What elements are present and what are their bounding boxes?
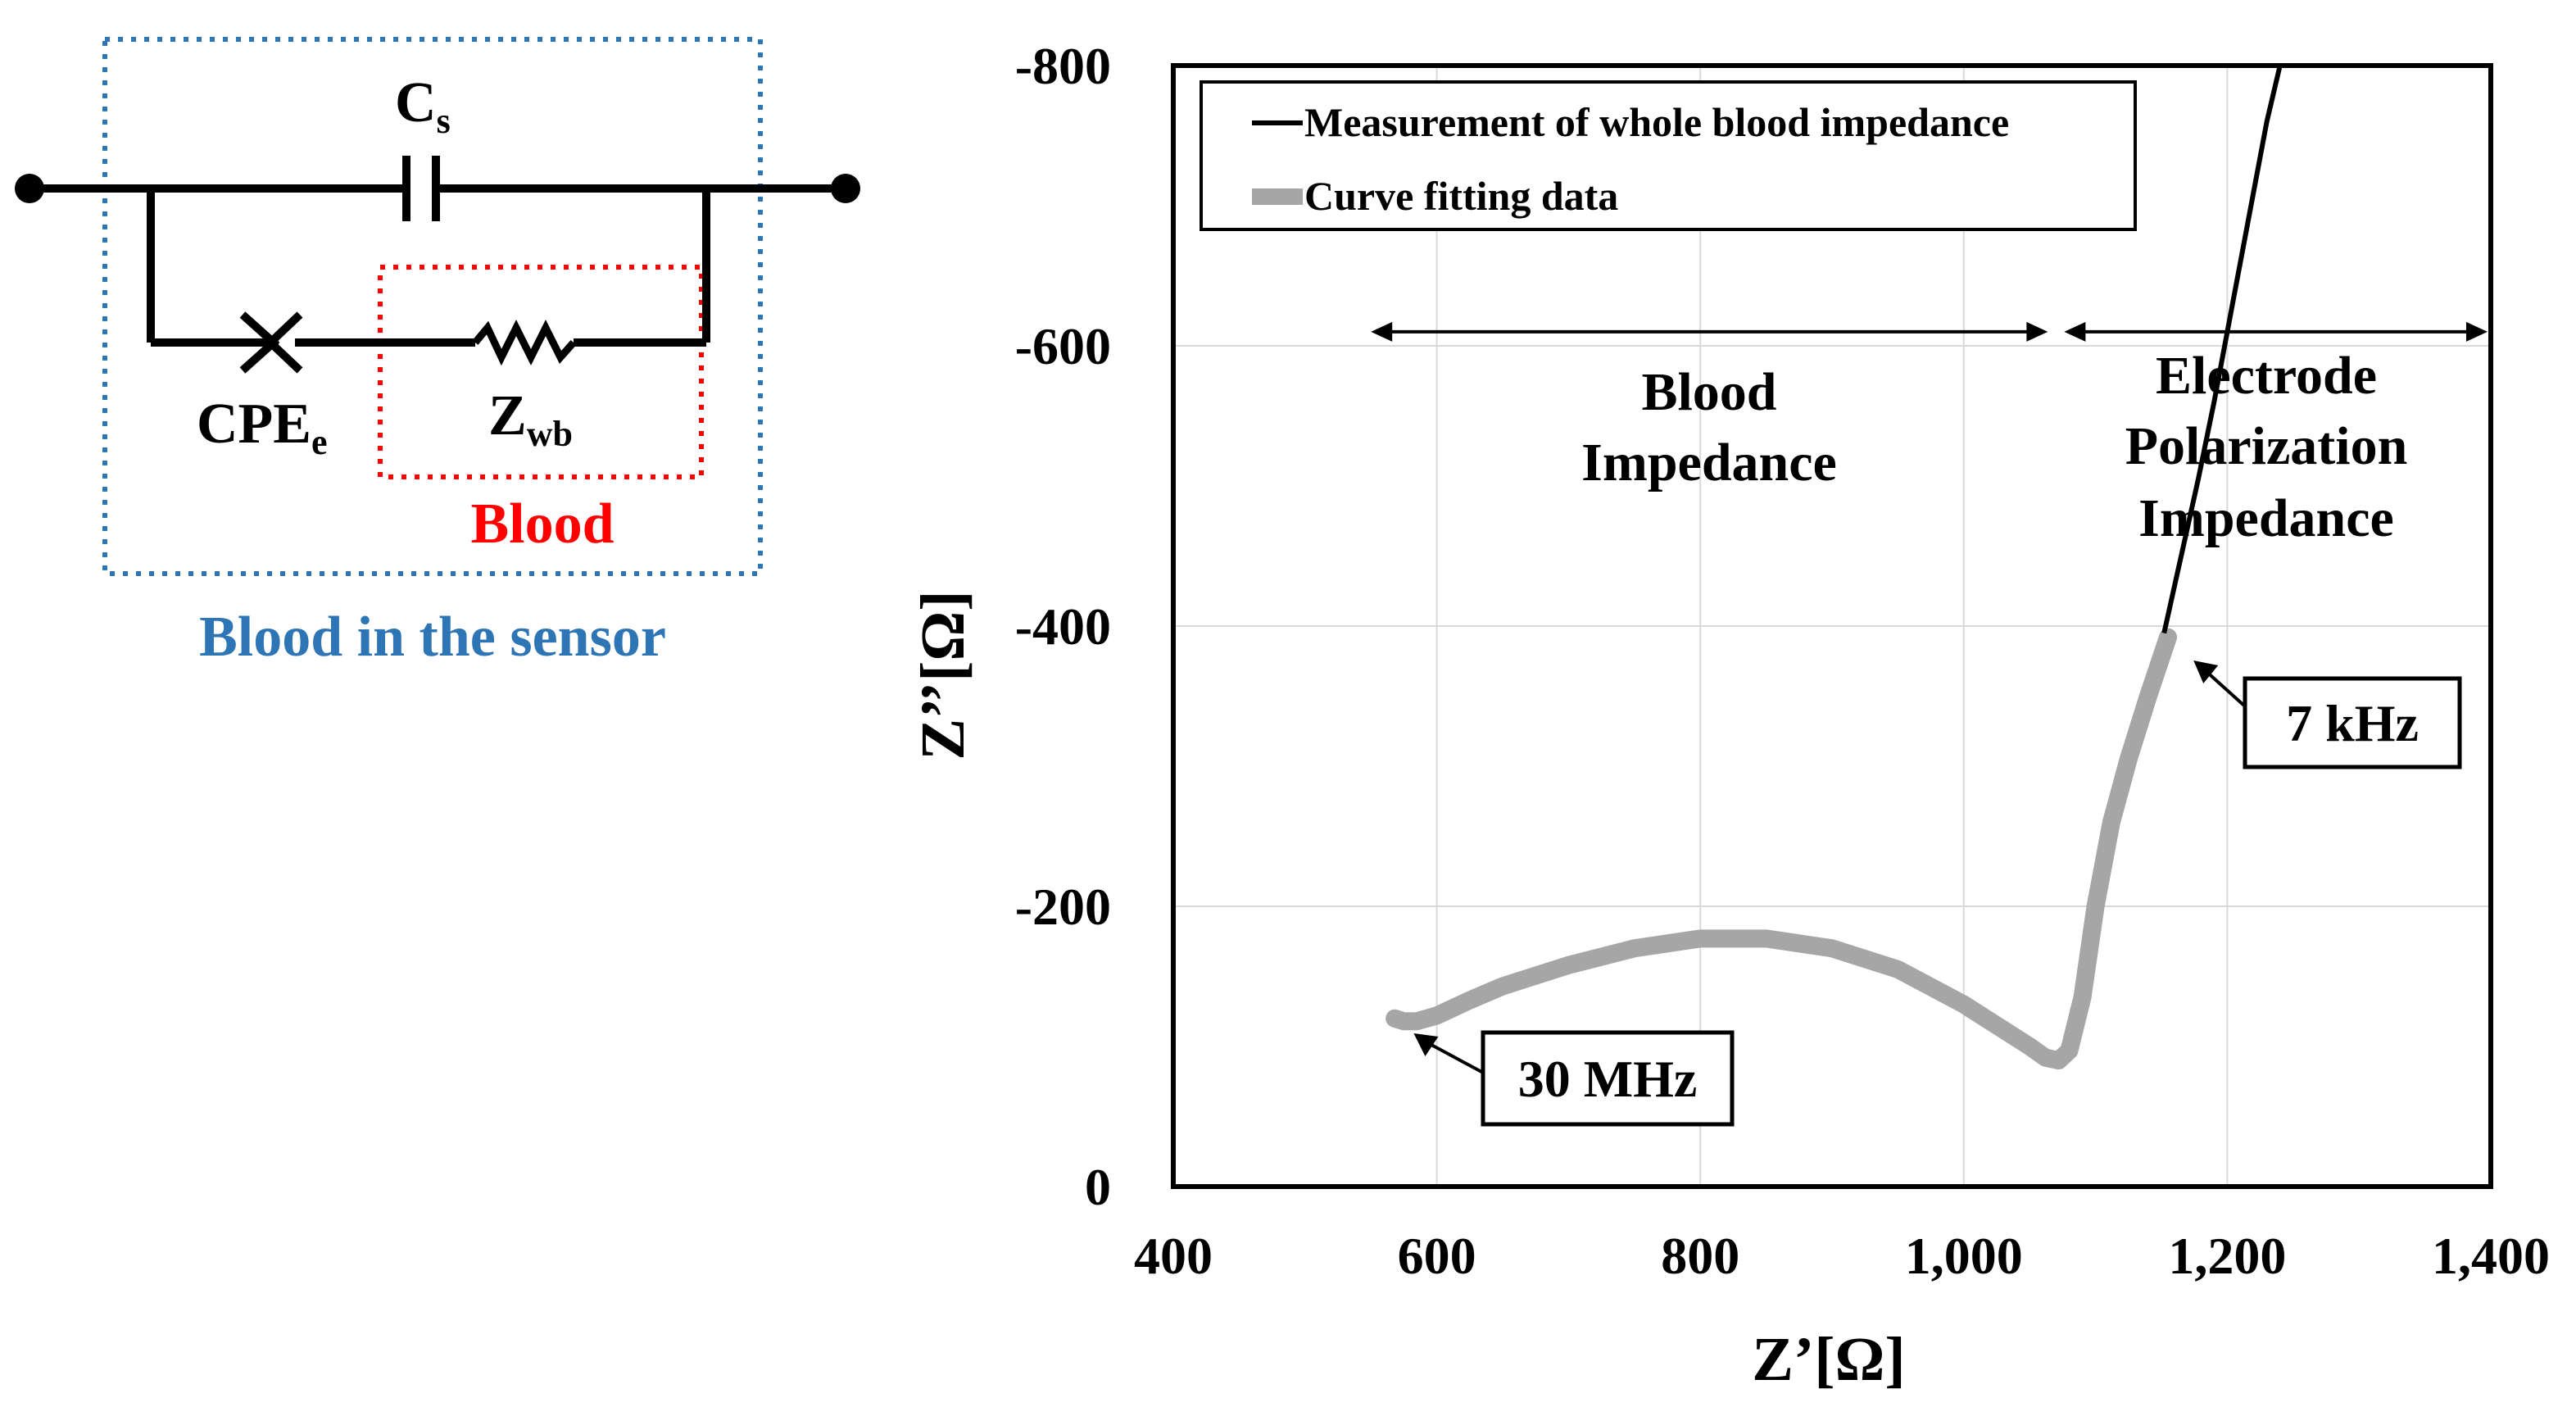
label-7khz-box — [2243, 676, 2462, 769]
electrode-label-line3: Impedance — [2138, 488, 2394, 548]
zwb-label: Zwb — [488, 384, 573, 454]
sensor-label: Blood in the sensor — [199, 606, 666, 669]
blood-impedance-label-line1: Blood — [1641, 362, 1776, 422]
label-30mhz-pointer — [1424, 1040, 1485, 1075]
electrode-label-line1: Electrode — [2156, 346, 2377, 406]
label-30mhz-arrowhead — [1413, 1033, 1439, 1056]
legend-label-measurement: Measurement of whole blood impedance — [1304, 99, 2009, 145]
cpe-symbol-b — [264, 311, 303, 374]
legend-label-fitting: Curve fitting data — [1304, 173, 1618, 219]
circuit-diagram: Cs CPEe Zwb Blood Blood in the sensor — [15, 37, 860, 669]
x-tick-label: 1,200 — [2168, 1227, 2286, 1285]
electrode-arrow-right — [2466, 321, 2488, 342]
y-tick-label: -200 — [1015, 878, 1111, 936]
series-line-measurement — [2161, 65, 2283, 634]
y-tick-label: -800 — [1015, 37, 1111, 95]
y-tick-label: -600 — [1015, 317, 1111, 375]
electrode-arrow-left — [2064, 321, 2086, 342]
impedance-chart: 400 600 800 1,000 1,200 1,400 0 -200 -400 -600 -8… — [909, 37, 2550, 1394]
x-tick-label: 1,400 — [2432, 1227, 2550, 1285]
x-tick-label: 1,000 — [1905, 1227, 2023, 1285]
annotation-arrows — [1371, 321, 2488, 1075]
electrode-label-line2: Polarization — [2125, 416, 2408, 476]
blood-label: Blood — [470, 492, 614, 556]
blood-box — [378, 265, 704, 479]
resistor-symbol — [472, 319, 577, 366]
blood-impedance-arrow-left — [1371, 321, 1393, 342]
x-tick-label: 600 — [1398, 1227, 1476, 1285]
label-30mhz: 30 MHz — [1518, 1050, 1698, 1108]
cs-label: Cs — [395, 71, 451, 141]
blood-impedance-label-line2: Impedance — [1581, 433, 1837, 492]
y-tick-label: 0 — [1085, 1158, 1111, 1216]
x-axis-title: Z’[Ω] — [1752, 1325, 1905, 1394]
sensor-box — [102, 37, 763, 576]
plot-frame — [1171, 63, 2493, 1189]
label-30mhz-box — [1481, 1030, 1735, 1127]
label-7khz-arrowhead — [2193, 660, 2219, 683]
y-axis-title: Z’’[Ω] — [909, 590, 977, 760]
x-tick-label: 400 — [1134, 1227, 1213, 1285]
label-7khz: 7 kHz — [2286, 694, 2419, 752]
series-line-curve-fitting — [1386, 628, 2178, 1070]
grid-lines — [1172, 65, 2492, 1187]
blood-impedance-arrow-right — [2026, 321, 2048, 342]
x-tick-labels: 400 600 800 1,000 1,200 1,400 — [1134, 1227, 2550, 1285]
legend-box — [1200, 80, 2137, 231]
y-tick-label: -400 — [1015, 597, 1111, 656]
legend: Measurement of whole blood impedance Cur… — [1200, 80, 2137, 231]
y-tick-labels: 0 -200 -400 -600 -800 — [1015, 37, 1111, 1216]
x-tick-label: 800 — [1661, 1227, 1739, 1285]
cpe-label: CPEe — [197, 393, 328, 462]
series-lines — [1386, 65, 2283, 1070]
